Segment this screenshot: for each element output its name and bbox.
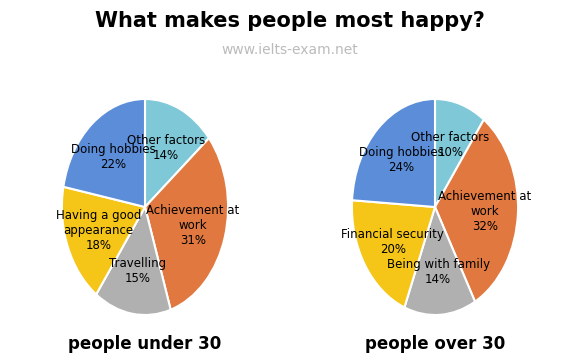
Text: What makes people most happy?: What makes people most happy? bbox=[95, 11, 485, 31]
Wedge shape bbox=[62, 187, 145, 294]
Wedge shape bbox=[63, 99, 145, 207]
Text: Other factors
10%: Other factors 10% bbox=[411, 131, 490, 159]
Wedge shape bbox=[404, 207, 475, 315]
Text: Achievement at
work
31%: Achievement at work 31% bbox=[146, 203, 240, 247]
Wedge shape bbox=[352, 99, 435, 207]
Text: people over 30: people over 30 bbox=[365, 335, 505, 353]
Text: Doing hobbies
22%: Doing hobbies 22% bbox=[71, 143, 155, 171]
Wedge shape bbox=[145, 138, 228, 310]
Text: Financial security
20%: Financial security 20% bbox=[342, 228, 444, 256]
Text: Achievement at
work
32%: Achievement at work 32% bbox=[438, 190, 531, 233]
Wedge shape bbox=[145, 99, 209, 207]
Text: people under 30: people under 30 bbox=[68, 335, 222, 353]
Wedge shape bbox=[435, 99, 484, 207]
Wedge shape bbox=[435, 120, 518, 302]
Text: www.ielts-exam.net: www.ielts-exam.net bbox=[222, 43, 358, 57]
Text: Being with family
14%: Being with family 14% bbox=[386, 258, 490, 286]
Wedge shape bbox=[352, 200, 435, 307]
Text: Other factors
14%: Other factors 14% bbox=[127, 134, 205, 162]
Text: Doing hobbies
24%: Doing hobbies 24% bbox=[358, 146, 443, 174]
Wedge shape bbox=[96, 207, 171, 315]
Text: Having a good
appearance
18%: Having a good appearance 18% bbox=[56, 210, 142, 252]
Text: Travelling
15%: Travelling 15% bbox=[108, 257, 166, 285]
